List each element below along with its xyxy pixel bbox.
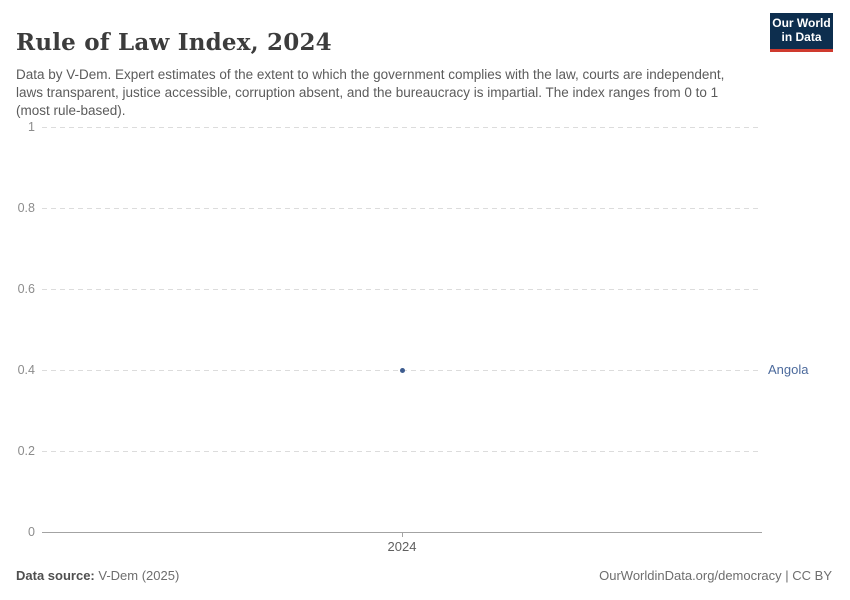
owid-logo-line1: Our World <box>772 16 831 30</box>
data-source-value: V-Dem (2025) <box>98 568 180 583</box>
owid-logo[interactable]: Our World in Data <box>770 13 833 52</box>
owid-logo-line2: in Data <box>781 30 822 44</box>
chart-subtitle: Data by V-Dem. Expert estimates of the e… <box>16 66 725 118</box>
y-axis-tick-label: 0.2 <box>17 444 35 458</box>
y-gridline <box>42 289 762 290</box>
y-axis-tick-label: 0.4 <box>17 363 35 377</box>
chart-title: Rule of Law Index, 2024 <box>16 29 332 57</box>
entity-label-angola[interactable]: Angola <box>768 362 809 377</box>
y-axis-tick-label: 1 <box>28 120 35 134</box>
data-point-angola[interactable] <box>399 367 405 373</box>
y-axis-tick-label: 0 <box>28 525 35 539</box>
y-gridline <box>42 451 762 452</box>
y-gridline <box>42 208 762 209</box>
y-axis-tick-label: 0.6 <box>17 282 35 296</box>
y-axis-tick-label: 0.8 <box>17 201 35 215</box>
chart-footer: Data source: V-Dem (2025) OurWorldinData… <box>16 568 832 583</box>
y-gridline <box>42 127 762 128</box>
data-source-label: Data source: <box>16 568 95 583</box>
x-axis-tick <box>402 532 403 537</box>
x-axis-tick-label: 2024 <box>387 539 417 554</box>
footer-link[interactable]: OurWorldinData.org/democracy | CC BY <box>599 568 832 583</box>
